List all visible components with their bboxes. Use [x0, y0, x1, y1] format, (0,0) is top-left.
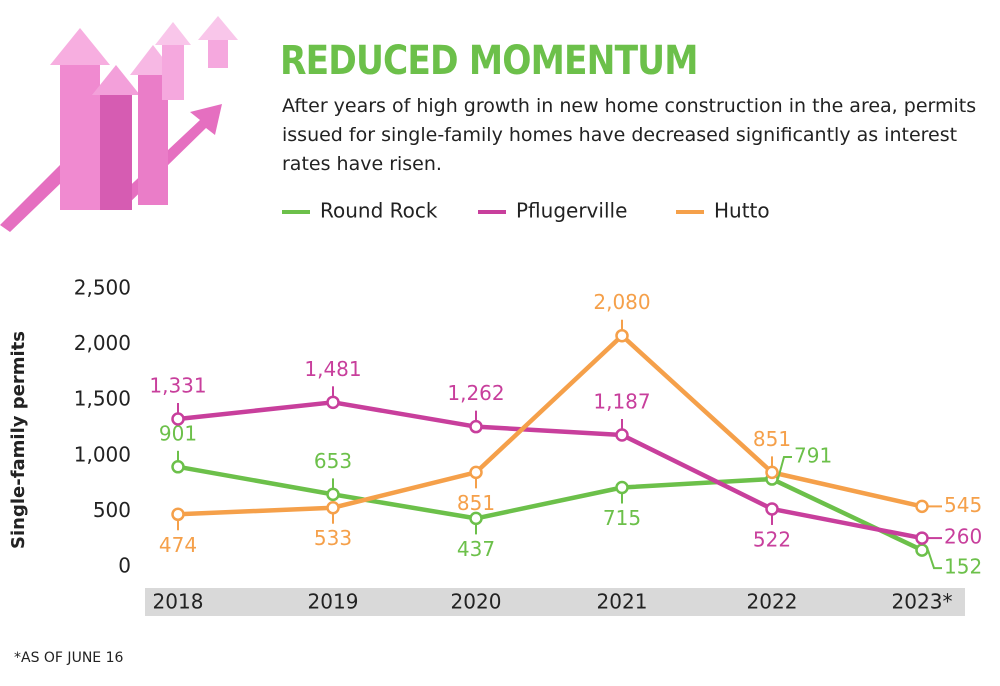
y-tick-label: 0: [118, 554, 131, 578]
data-point: [765, 465, 779, 480]
x-tick-label: 2022: [747, 590, 798, 614]
footnote: *AS OF JUNE 16: [14, 650, 124, 666]
x-tick-label: 2021: [597, 590, 648, 614]
x-axis-band: [145, 588, 965, 616]
y-tick-label: 1,000: [74, 442, 131, 466]
data-label: 437: [457, 537, 495, 561]
leader: [927, 549, 942, 570]
data-label: 851: [457, 491, 495, 515]
data-label: 1,262: [447, 381, 504, 405]
data-label: 1,187: [593, 390, 650, 414]
data-point: [171, 460, 185, 474]
x-tick-label: 2018: [153, 590, 204, 614]
data-point: [915, 499, 929, 514]
data-point: [171, 412, 185, 426]
data-point: [615, 480, 629, 495]
data-point: [765, 502, 779, 516]
illustration: [0, 16, 238, 232]
legend-label: Round Rock: [320, 199, 438, 223]
data-point: [326, 487, 340, 502]
data-label: 545: [944, 493, 982, 517]
data-point: [469, 511, 483, 526]
data-point: [915, 543, 929, 557]
y-axis-label: Single-family permits: [8, 331, 29, 549]
data-label: 2,080: [593, 290, 650, 314]
data-point: [615, 328, 629, 343]
data-label: 1,331: [149, 373, 206, 397]
y-tick-label: 2,500: [74, 276, 131, 300]
data-point: [171, 507, 185, 522]
data-point: [326, 500, 340, 515]
legend-label: Pflugerville: [516, 199, 627, 223]
data-point: [915, 531, 929, 545]
data-label: 474: [159, 533, 197, 557]
data-label: 260: [944, 525, 982, 549]
y-tick-label: 1,500: [74, 387, 131, 411]
y-tick-label: 2,000: [74, 331, 131, 355]
data-label: 533: [314, 526, 352, 550]
data-label: 851: [753, 427, 791, 451]
data-label: 522: [753, 527, 791, 551]
y-tick-label: 500: [93, 498, 131, 522]
data-label: 653: [314, 449, 352, 473]
x-tick-label: 2023*: [892, 590, 953, 614]
data-label: 791: [794, 444, 832, 468]
x-tick-label: 2020: [451, 590, 502, 614]
data-label: 715: [603, 506, 641, 530]
series-line: [177, 464, 923, 553]
data-point: [326, 395, 340, 410]
chart-subtitle: After years of high growth in new home c…: [282, 95, 977, 175]
data-label: 1,481: [304, 357, 361, 381]
data-label: 152: [944, 555, 982, 579]
series-line: [177, 400, 923, 541]
leader: [777, 456, 792, 480]
data-point: [469, 419, 483, 434]
data-point: [615, 428, 629, 442]
series-line: [177, 333, 923, 517]
x-tick-label: 2019: [308, 590, 359, 614]
legend-label: Hutto: [714, 199, 770, 223]
data-point: [469, 465, 483, 480]
chart-title: REDUCED MOMENTUM: [280, 38, 698, 84]
